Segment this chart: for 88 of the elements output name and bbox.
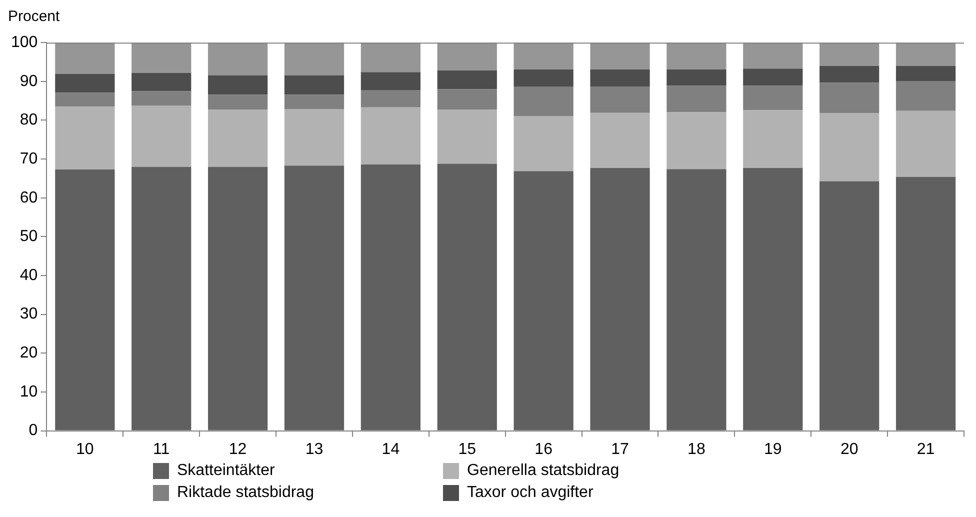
- bar: [666, 169, 726, 430]
- y-tick-label: 0: [28, 422, 38, 440]
- x-tick-label: 17: [611, 440, 630, 458]
- y-tick-label: 100: [10, 34, 38, 52]
- bar: [284, 94, 344, 109]
- x-tick-label: 20: [840, 440, 858, 458]
- x-tick-label: 18: [688, 440, 706, 458]
- bar: [360, 164, 420, 430]
- bar: [360, 42, 420, 72]
- bar: [743, 42, 803, 69]
- bar: [360, 90, 420, 108]
- bar: [590, 112, 650, 168]
- x-tick-label: 13: [305, 440, 324, 458]
- bar: [437, 70, 497, 90]
- bar: [590, 86, 650, 113]
- bar: [514, 42, 574, 70]
- bar: [437, 110, 497, 164]
- legend-label: Skatteintäkter: [177, 462, 275, 480]
- bar: [55, 42, 115, 74]
- bar: [820, 66, 880, 83]
- bar: [666, 42, 726, 70]
- bar: [208, 166, 268, 430]
- y-tick-label: 50: [20, 228, 38, 246]
- bar: [360, 107, 420, 164]
- bar: [743, 110, 803, 168]
- bar: [55, 170, 115, 430]
- bar: [132, 72, 192, 92]
- bar: [132, 91, 192, 106]
- bar: [437, 42, 497, 71]
- bar: [820, 42, 880, 66]
- bar: [896, 81, 956, 111]
- bar: [284, 166, 344, 430]
- bar: [55, 92, 115, 107]
- bar: [590, 69, 650, 86]
- bar: [437, 164, 497, 430]
- bar: [743, 168, 803, 430]
- y-tick-label: 20: [20, 344, 38, 362]
- bar: [437, 89, 497, 110]
- x-tick-label: 19: [764, 440, 782, 458]
- bar: [666, 86, 726, 112]
- bar: [360, 72, 420, 90]
- legend-label: Riktade statsbidrag: [177, 484, 314, 502]
- y-axis-title: Procent: [8, 8, 61, 27]
- legend-label: Taxor och avgifter: [467, 484, 594, 502]
- bar: [896, 66, 956, 82]
- x-tick-label: 11: [153, 440, 170, 458]
- bar: [743, 86, 803, 110]
- x-tick-label: 10: [76, 440, 94, 458]
- bar: [132, 166, 192, 430]
- x-tick-label: 21: [916, 440, 935, 458]
- bar: [284, 75, 344, 95]
- y-tick-label: 90: [20, 72, 38, 90]
- x-tick-label: 12: [228, 440, 247, 458]
- y-tick-label: 60: [20, 189, 38, 206]
- bar: [743, 68, 803, 86]
- bar: [514, 86, 574, 116]
- legend-label: Generella statsbidrag: [467, 462, 620, 480]
- bar: [590, 42, 650, 70]
- bar: [896, 42, 956, 66]
- y-tick-label: 80: [20, 112, 38, 129]
- bar: [666, 69, 726, 86]
- bar: [820, 113, 880, 182]
- bar: [284, 42, 344, 76]
- y-tick-label: 10: [20, 383, 38, 400]
- y-tick-label: 30: [20, 306, 38, 323]
- bar: [208, 94, 268, 110]
- bar: [514, 116, 574, 172]
- bar: [820, 82, 880, 114]
- bar: [132, 42, 192, 73]
- x-tick-label: 15: [458, 440, 476, 458]
- bar: [284, 108, 344, 166]
- bar: [132, 105, 192, 167]
- x-tick-label: 16: [534, 440, 553, 458]
- bar: [55, 74, 115, 93]
- bar: [208, 75, 268, 95]
- bar: [514, 69, 574, 87]
- bar: [208, 110, 268, 167]
- x-tick-label: 14: [382, 440, 400, 458]
- bar: [666, 112, 726, 170]
- bar: [55, 106, 115, 170]
- bar: [896, 110, 956, 177]
- bar: [514, 171, 574, 430]
- y-tick-label: 70: [20, 150, 38, 168]
- bar: [208, 42, 268, 76]
- bar: [896, 176, 956, 430]
- bar: [590, 168, 650, 430]
- y-tick-label: 40: [20, 266, 38, 284]
- bar: [820, 181, 880, 430]
